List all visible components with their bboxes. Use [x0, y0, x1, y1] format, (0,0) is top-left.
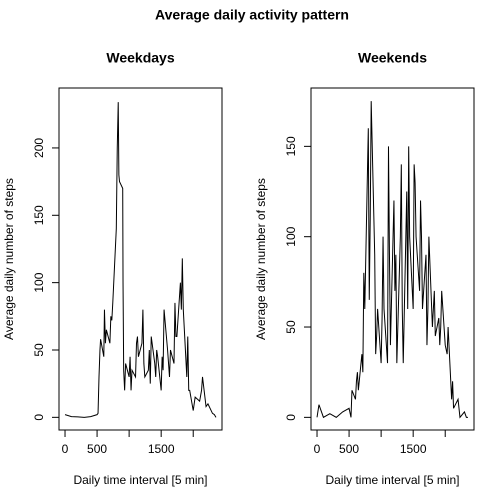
panel-title: Weekdays [106, 50, 174, 66]
y-tick-label: 50 [32, 343, 46, 357]
y-axis-label: Average daily number of steps [2, 178, 16, 340]
panel-title: Weekends [358, 50, 427, 66]
x-tick-label: 1500 [400, 442, 427, 456]
y-tick-label: 100 [284, 226, 298, 246]
y-tick-label: 0 [32, 414, 46, 421]
y-tick-label: 50 [284, 320, 298, 334]
y-tick-label: 100 [32, 272, 46, 292]
y-axis-label: Average daily number of steps [254, 178, 268, 340]
x-tick-label: 0 [62, 442, 69, 456]
x-axis-label: Daily time interval [5 min] [325, 473, 459, 487]
x-tick-label: 500 [87, 442, 107, 456]
y-tick-label: 0 [284, 414, 298, 421]
series-line [316, 101, 468, 419]
x-axis-label: Daily time interval [5 min] [73, 473, 207, 487]
figure-title: Average daily activity pattern [155, 7, 349, 23]
series-line [64, 102, 217, 418]
y-tick-label: 150 [284, 136, 298, 156]
x-tick-label: 0 [314, 442, 321, 456]
y-tick-label: 150 [32, 205, 46, 225]
plot-box [58, 87, 223, 431]
x-tick-label: 500 [339, 442, 359, 456]
y-tick-label: 200 [32, 138, 46, 158]
x-tick-label: 1500 [148, 442, 175, 456]
